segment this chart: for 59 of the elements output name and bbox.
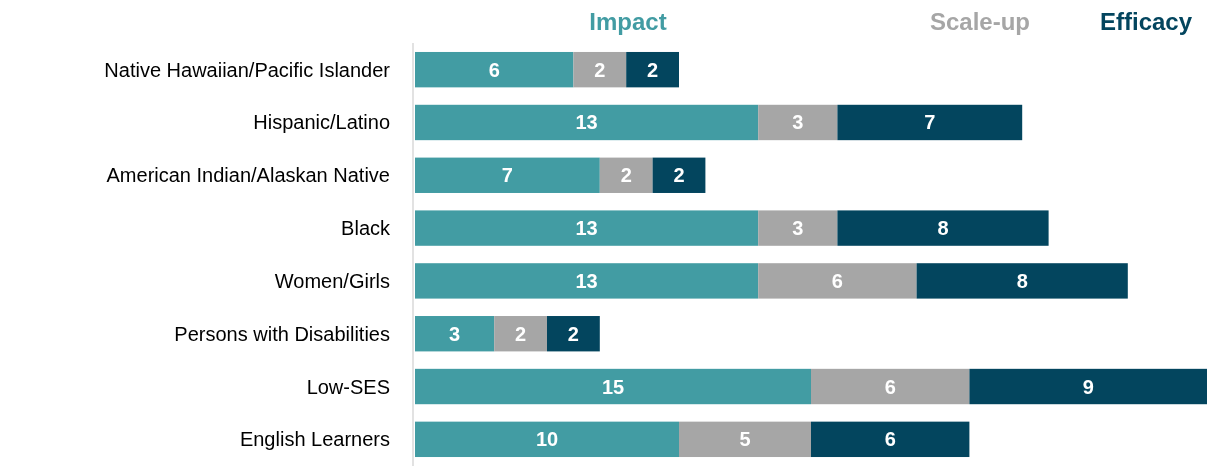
y-tick-label: Low-SES bbox=[306, 375, 390, 398]
y-tick-label: Women/Girls bbox=[274, 269, 390, 292]
bar bbox=[415, 104, 759, 141]
bar bbox=[599, 157, 653, 193]
data-label: 13 bbox=[575, 269, 598, 292]
bar bbox=[415, 157, 600, 193]
bar bbox=[573, 51, 627, 88]
bar bbox=[415, 421, 679, 458]
data-label: 8 bbox=[937, 217, 949, 240]
data-label: 9 bbox=[1082, 375, 1094, 398]
data-label: 13 bbox=[575, 217, 598, 240]
y-tick-label: Black bbox=[341, 217, 391, 240]
y-tick-label: Native Hawaiian/Pacific Islander bbox=[104, 58, 391, 81]
data-label: 2 bbox=[620, 164, 632, 187]
data-label: 7 bbox=[924, 111, 936, 134]
data-label: 6 bbox=[488, 58, 500, 81]
y-tick-label: Hispanic/Latino bbox=[253, 111, 390, 134]
bar bbox=[415, 316, 495, 352]
data-label: 3 bbox=[792, 111, 804, 134]
data-label: 3 bbox=[792, 217, 804, 240]
bar bbox=[494, 316, 547, 352]
text: Efficacy bbox=[1099, 8, 1193, 36]
bar bbox=[811, 368, 970, 405]
data-label: 6 bbox=[884, 428, 896, 451]
bar bbox=[916, 263, 1128, 299]
data-label: 7 bbox=[501, 164, 513, 187]
bar bbox=[652, 157, 706, 193]
data-label: 2 bbox=[567, 322, 579, 345]
y-tick-label: English Learners bbox=[239, 428, 390, 451]
bar bbox=[758, 104, 838, 141]
series-label: Impact bbox=[589, 8, 667, 36]
bar bbox=[811, 421, 970, 458]
bar bbox=[415, 263, 759, 299]
bar bbox=[626, 51, 679, 88]
data-label: 15 bbox=[601, 375, 625, 398]
data-label: 2 bbox=[594, 58, 606, 81]
bar bbox=[547, 316, 600, 352]
text: Scale-up bbox=[929, 8, 1031, 36]
data-label: 6 bbox=[831, 269, 843, 292]
data-label: 5 bbox=[739, 428, 751, 451]
data-label: 8 bbox=[1016, 269, 1028, 292]
data-label: 13 bbox=[575, 111, 598, 134]
data-label: 2 bbox=[673, 164, 685, 187]
y-tick-label: American Indian/Alaskan Native bbox=[106, 164, 390, 187]
data-label: 10 bbox=[535, 428, 559, 451]
bar bbox=[415, 51, 574, 88]
data-label: 2 bbox=[647, 58, 659, 81]
bar bbox=[415, 368, 811, 405]
y-tick-label: Persons with Disabilities bbox=[174, 322, 390, 345]
bar bbox=[415, 210, 759, 246]
bar bbox=[758, 263, 917, 299]
data-label: 3 bbox=[449, 322, 461, 345]
bar bbox=[837, 210, 1049, 246]
data-label: 2 bbox=[515, 322, 527, 345]
data-label: 6 bbox=[884, 375, 896, 398]
bar bbox=[758, 210, 838, 246]
bar bbox=[969, 368, 1207, 405]
bar bbox=[679, 421, 811, 458]
bar bbox=[837, 104, 1023, 141]
